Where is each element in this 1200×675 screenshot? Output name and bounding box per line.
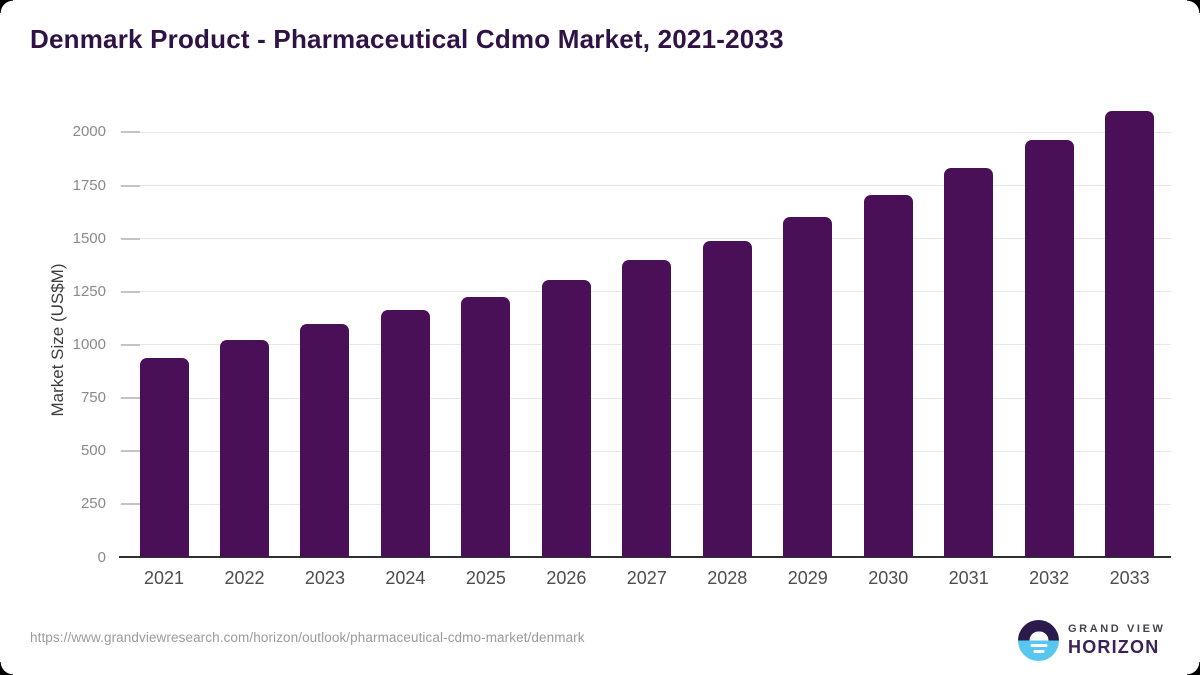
- sun-icon: [1029, 631, 1048, 641]
- y-tick-label-500: 500: [80, 442, 106, 460]
- x-tick-label-2028: 2028: [707, 568, 748, 588]
- logo-grand-view-text: GRAND VIEW: [1068, 623, 1166, 635]
- logo-text: GRAND VIEW HORIZON: [1068, 623, 1166, 658]
- gridline-2000: [120, 131, 1171, 133]
- y-tick-mark-250: [121, 503, 140, 506]
- bar-2022: [219, 340, 269, 557]
- x-tick-label-2023: 2023: [304, 568, 345, 588]
- x-tick-label-2032: 2032: [1029, 568, 1070, 588]
- horizon-sunset-logo-icon: [1018, 620, 1059, 661]
- grand-view-horizon-logo: GRAND VIEW HORIZON: [1018, 620, 1166, 661]
- bar-2024: [380, 310, 430, 557]
- y-tick-label-0: 0: [97, 548, 106, 566]
- y-tick-label-1250: 1250: [72, 282, 106, 300]
- y-tick-mark-750: [121, 397, 140, 400]
- gridline-1750: [120, 185, 1171, 187]
- sun-reflection-line: [1033, 649, 1044, 653]
- y-tick-label-1000: 1000: [72, 335, 106, 353]
- x-tick-label-2021: 2021: [143, 568, 185, 588]
- corner-artifact: [0, 0, 13, 13]
- chart-title: Denmark Product - Pharmaceutical Cdmo Ma…: [30, 24, 784, 54]
- bar-2032: [1024, 140, 1074, 557]
- source-url: https://www.grandviewresearch.com/horizo…: [30, 630, 585, 645]
- bar-2033: [1105, 110, 1155, 557]
- x-tick-label-2031: 2031: [948, 568, 989, 588]
- x-tick-label-2024: 2024: [385, 568, 426, 588]
- y-tick-mark-1000: [121, 343, 140, 346]
- bar-2031: [944, 168, 994, 557]
- y-tick-label-750: 750: [80, 389, 106, 407]
- logo-horizon-text: HORIZON: [1068, 637, 1160, 657]
- y-tick-label-2000: 2000: [72, 123, 106, 141]
- x-tick-label-2022: 2022: [224, 568, 265, 588]
- y-tick-label-1500: 1500: [72, 229, 106, 247]
- y-tick-mark-1500: [121, 237, 140, 240]
- y-tick-mark-2000: [121, 131, 140, 134]
- bar-2023: [300, 324, 350, 557]
- corner-artifact: [1187, 0, 1200, 13]
- x-tick-label-2025: 2025: [465, 568, 506, 588]
- bar-2025: [461, 296, 511, 557]
- gridline-1500: [120, 238, 1171, 240]
- x-tick-label-2030: 2030: [868, 568, 909, 588]
- bar-2028: [702, 241, 752, 557]
- bar-2029: [783, 216, 833, 557]
- y-tick-mark-1750: [121, 184, 140, 187]
- plot-area: 0 250 500 750 1000 1250 1500 1750 2000 2021 2022 20…: [73, 100, 1171, 588]
- bar-2026: [541, 279, 591, 557]
- y-tick-label-250: 250: [80, 495, 106, 513]
- y-tick-mark-500: [121, 450, 140, 453]
- corner-artifact: [1187, 662, 1200, 675]
- x-tick-label-2026: 2026: [546, 568, 587, 588]
- x-tick-label-2033: 2033: [1109, 568, 1150, 588]
- corner-artifact: [0, 662, 13, 675]
- x-axis-line: [119, 556, 1171, 558]
- x-tick-label-2029: 2029: [787, 568, 828, 588]
- bar-2021: [139, 358, 189, 557]
- y-tick-mark-1250: [121, 290, 140, 293]
- sun-reflection-line: [1030, 644, 1047, 647]
- bar-2027: [622, 260, 672, 557]
- x-tick-label-2027: 2027: [626, 568, 667, 588]
- y-tick-label-1750: 1750: [72, 176, 106, 194]
- bar-2030: [863, 194, 913, 557]
